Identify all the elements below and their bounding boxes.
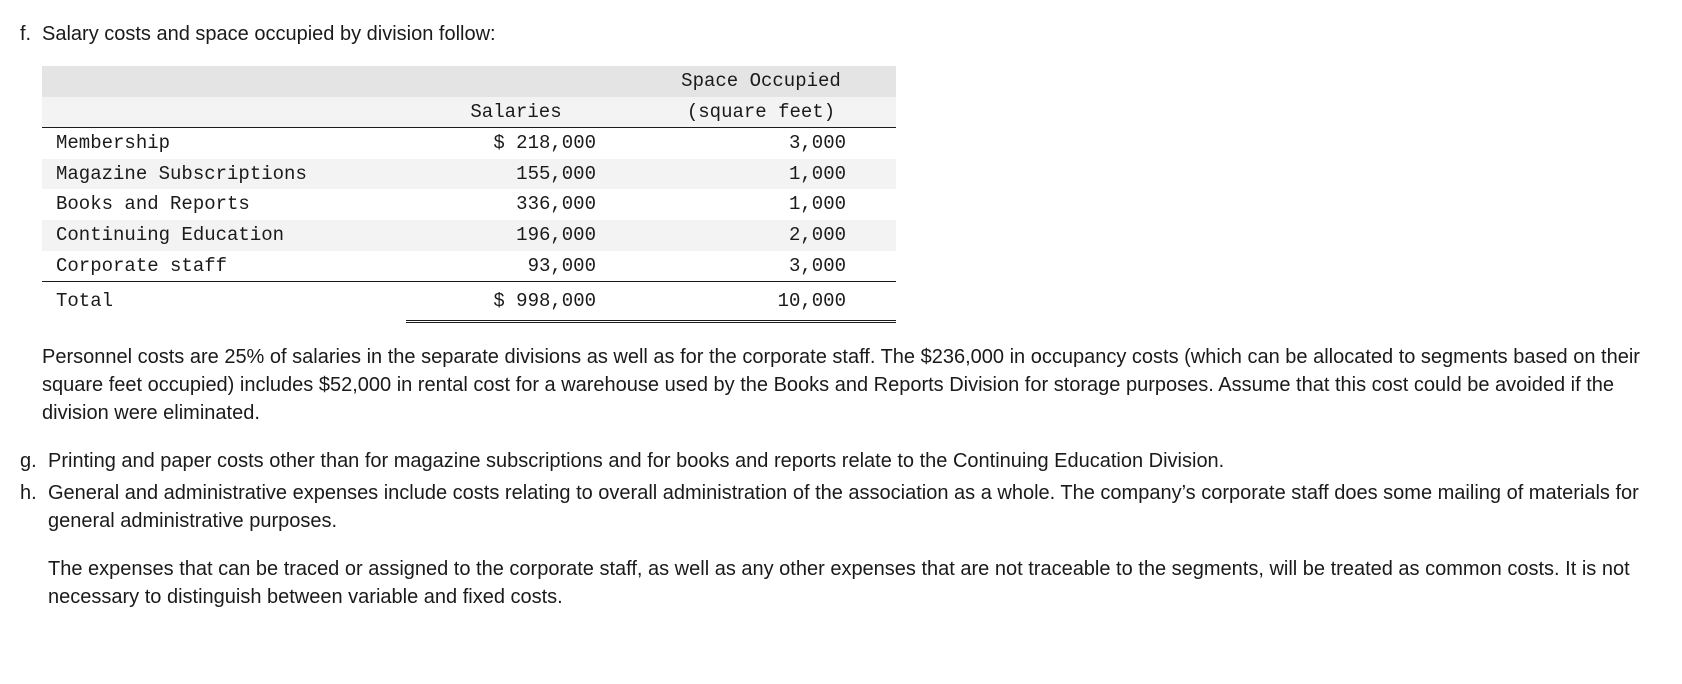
list-marker-g: g. — [20, 447, 48, 475]
salary-table-head: Space Occupied Salaries (square feet) — [42, 66, 896, 128]
col-header-salaries-top — [406, 66, 626, 97]
row-label: Books and Reports — [42, 189, 406, 220]
row-label-total: Total — [42, 282, 406, 321]
col-header-salaries: Salaries — [406, 97, 626, 128]
list-marker-f: f. — [20, 20, 42, 48]
table-row: Membership $ 218,000 3,000 — [42, 128, 896, 159]
salary-table-body: Membership $ 218,000 3,000 Magazine Subs… — [42, 128, 896, 321]
row-space: 3,000 — [626, 128, 896, 159]
row-label: Continuing Education — [42, 220, 406, 251]
paragraph-after-table: Personnel costs are 25% of salaries in t… — [42, 343, 1652, 427]
row-salaries: 196,000 — [406, 220, 626, 251]
row-space: 2,000 — [626, 220, 896, 251]
list-body-g: Printing and paper costs other than for … — [48, 447, 1652, 475]
salary-table-wrap: Space Occupied Salaries (square feet) Me… — [42, 66, 1652, 321]
row-salaries-total: $ 998,000 — [406, 282, 626, 321]
row-salaries: 93,000 — [406, 251, 626, 282]
row-space: 1,000 — [626, 159, 896, 190]
row-salaries: 155,000 — [406, 159, 626, 190]
table-row: Corporate staff 93,000 3,000 — [42, 251, 896, 282]
col-header-blank — [42, 97, 406, 128]
page: f. Salary costs and space occupied by di… — [0, 0, 1682, 661]
row-space: 1,000 — [626, 189, 896, 220]
row-label: Corporate staff — [42, 251, 406, 282]
col-header-space-top: Space Occupied — [626, 66, 896, 97]
list-item-h: h. General and administrative expenses i… — [20, 479, 1652, 535]
list-item-f: f. Salary costs and space occupied by di… — [20, 20, 1652, 48]
list-body-f: Salary costs and space occupied by divis… — [42, 20, 1652, 48]
table-row: Books and Reports 336,000 1,000 — [42, 189, 896, 220]
list-marker-h: h. — [20, 479, 48, 535]
list-item-g: g. Printing and paper costs other than f… — [20, 447, 1652, 475]
row-label: Magazine Subscriptions — [42, 159, 406, 190]
col-header-space: (square feet) — [626, 97, 896, 128]
row-space: 3,000 — [626, 251, 896, 282]
row-label: Membership — [42, 128, 406, 159]
row-salaries: $ 218,000 — [406, 128, 626, 159]
table-row: Magazine Subscriptions 155,000 1,000 — [42, 159, 896, 190]
salary-table: Space Occupied Salaries (square feet) Me… — [42, 66, 896, 321]
paragraph-final: The expenses that can be traced or assig… — [48, 555, 1652, 611]
table-row-total: Total $ 998,000 10,000 — [42, 282, 896, 321]
table-row: Continuing Education 196,000 2,000 — [42, 220, 896, 251]
row-space-total: 10,000 — [626, 282, 896, 321]
list-body-h: General and administrative expenses incl… — [48, 479, 1652, 535]
row-salaries: 336,000 — [406, 189, 626, 220]
col-header-blank-top — [42, 66, 406, 97]
